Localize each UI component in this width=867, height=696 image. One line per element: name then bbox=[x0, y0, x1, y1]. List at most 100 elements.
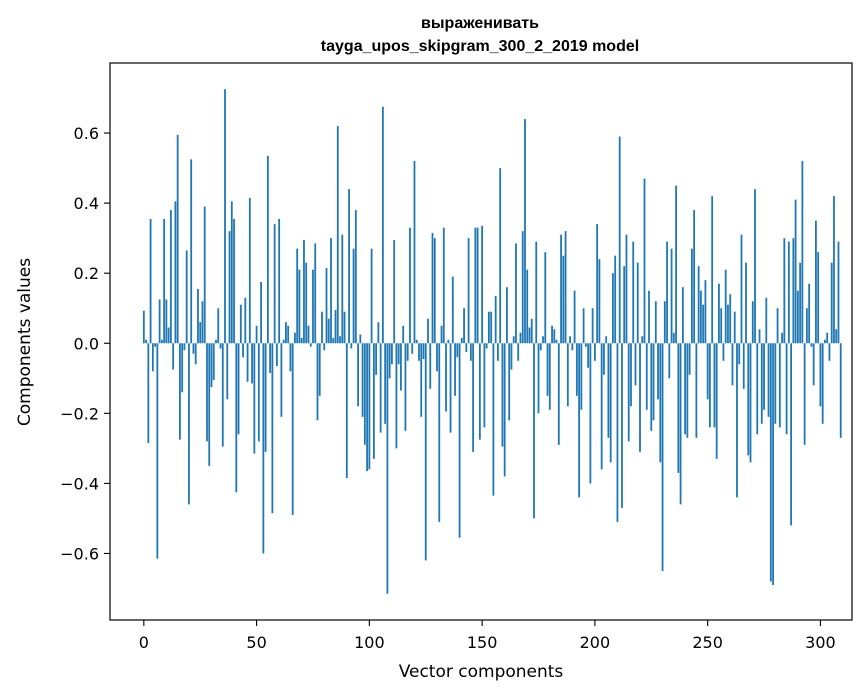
bar bbox=[372, 343, 375, 459]
bar bbox=[778, 343, 781, 428]
bar bbox=[282, 339, 285, 344]
bar bbox=[506, 287, 508, 344]
bar bbox=[312, 269, 314, 344]
bar bbox=[763, 343, 765, 410]
bar bbox=[332, 338, 335, 344]
bar bbox=[535, 241, 538, 344]
bar bbox=[203, 206, 206, 344]
bar bbox=[176, 134, 179, 344]
bar bbox=[569, 336, 571, 344]
bar bbox=[192, 343, 195, 354]
bar bbox=[826, 332, 829, 344]
bar bbox=[582, 308, 585, 344]
bar bbox=[499, 168, 502, 344]
bar bbox=[424, 343, 427, 561]
bar bbox=[742, 343, 745, 389]
bar bbox=[413, 161, 416, 344]
bar bbox=[636, 262, 639, 344]
x-tick-label: 50 bbox=[246, 633, 266, 652]
bar bbox=[645, 343, 648, 410]
bar bbox=[494, 295, 497, 344]
bar bbox=[555, 339, 558, 344]
bar bbox=[154, 343, 156, 347]
bar bbox=[600, 343, 603, 470]
bar bbox=[557, 343, 560, 445]
bar bbox=[490, 311, 493, 344]
bar bbox=[472, 343, 474, 452]
bar bbox=[530, 318, 533, 344]
bar bbox=[393, 239, 396, 344]
bar bbox=[492, 343, 495, 496]
bar bbox=[652, 343, 655, 421]
x-tick-label: 250 bbox=[692, 633, 723, 652]
bar bbox=[512, 336, 515, 344]
bar bbox=[584, 343, 587, 347]
bar bbox=[325, 267, 328, 344]
bar bbox=[449, 343, 452, 433]
bar bbox=[465, 343, 468, 353]
bar bbox=[273, 224, 276, 344]
y-tick-label: 0.2 bbox=[74, 264, 99, 283]
bar bbox=[438, 343, 441, 522]
bar bbox=[345, 343, 348, 479]
x-tick-label: 200 bbox=[580, 633, 611, 652]
bar bbox=[194, 343, 197, 365]
bar bbox=[359, 334, 362, 344]
bar bbox=[508, 343, 511, 421]
bar bbox=[169, 210, 172, 344]
bar bbox=[219, 343, 222, 349]
bar bbox=[729, 294, 732, 344]
bar bbox=[754, 189, 756, 344]
bar bbox=[783, 238, 786, 344]
y-tick-label: 0.0 bbox=[74, 334, 99, 353]
bar-series bbox=[142, 89, 842, 594]
bar bbox=[336, 126, 339, 344]
bar bbox=[659, 343, 662, 463]
bar bbox=[598, 259, 601, 344]
bar bbox=[670, 248, 673, 344]
bar bbox=[289, 343, 292, 372]
bar bbox=[718, 283, 720, 344]
y-tick-label: −0.6 bbox=[60, 544, 99, 563]
bar bbox=[688, 343, 691, 375]
bar bbox=[740, 234, 743, 344]
bar bbox=[817, 252, 820, 344]
bar bbox=[379, 343, 382, 433]
bar bbox=[330, 238, 332, 344]
bar bbox=[497, 343, 499, 361]
bar bbox=[478, 343, 481, 440]
bar bbox=[485, 343, 488, 349]
bar bbox=[208, 343, 211, 466]
bar bbox=[519, 332, 522, 344]
bar bbox=[235, 343, 238, 493]
bar bbox=[803, 343, 806, 445]
bar bbox=[248, 197, 251, 344]
bar bbox=[188, 343, 190, 505]
bar bbox=[384, 343, 387, 424]
bar bbox=[819, 343, 822, 407]
bar bbox=[445, 343, 447, 412]
bar bbox=[386, 343, 389, 594]
bar bbox=[300, 338, 303, 344]
bar bbox=[796, 290, 799, 344]
bar bbox=[560, 234, 562, 344]
bar bbox=[458, 343, 461, 538]
bar bbox=[564, 231, 567, 344]
bar bbox=[165, 299, 168, 344]
bar bbox=[767, 343, 770, 417]
y-tick-label: −0.2 bbox=[60, 404, 99, 423]
bar bbox=[406, 343, 409, 361]
bar bbox=[418, 343, 420, 361]
bar bbox=[648, 290, 650, 344]
bar bbox=[291, 343, 294, 515]
bar bbox=[709, 343, 711, 428]
x-tick-label: 100 bbox=[354, 633, 385, 652]
bar bbox=[663, 301, 666, 344]
bar bbox=[269, 343, 272, 374]
bar bbox=[253, 343, 256, 454]
bar bbox=[528, 327, 531, 344]
bar bbox=[745, 262, 747, 344]
bar bbox=[774, 343, 777, 424]
bar bbox=[548, 343, 551, 410]
bar bbox=[593, 343, 596, 361]
